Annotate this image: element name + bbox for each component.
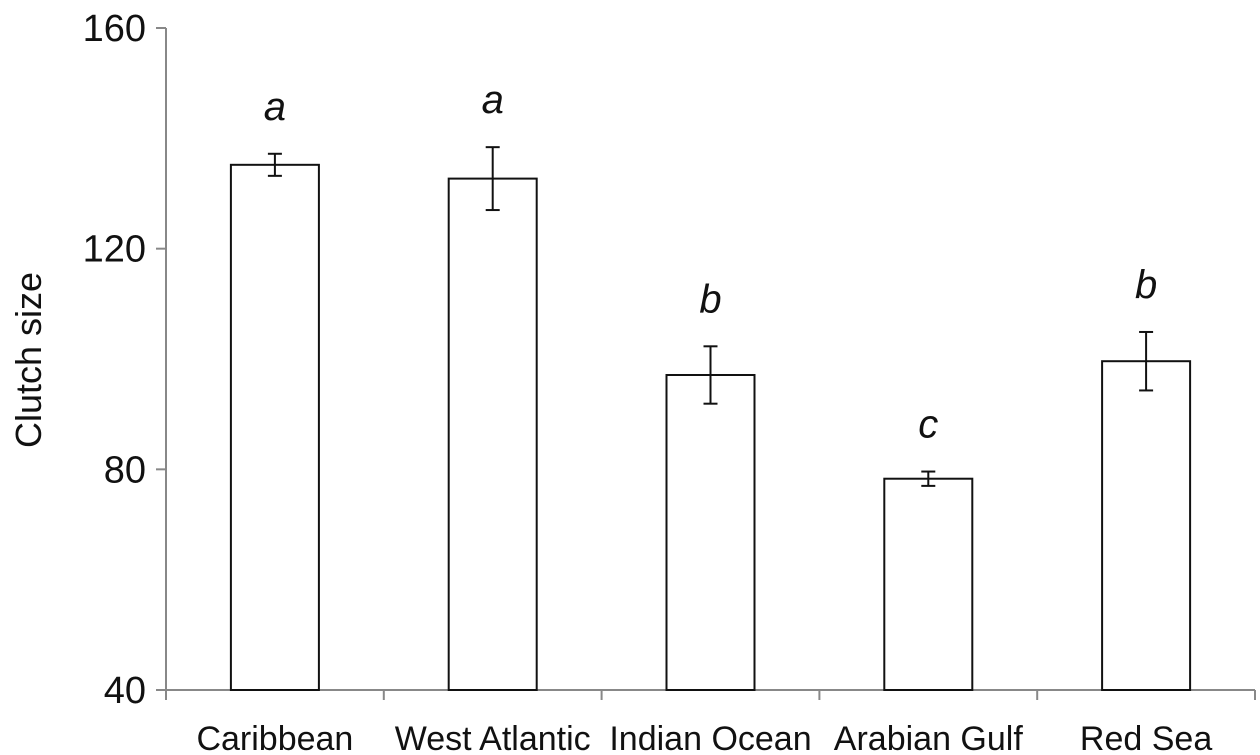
bar [883,477,974,691]
error-bar [703,345,718,405]
significance-letter: a [482,78,504,122]
y-ticks: 40 80 120 160 [83,8,166,712]
error-bar [267,152,282,177]
y-tick-label: 120 [83,229,146,271]
y-tick-label: 40 [104,670,146,712]
category-label: Arabian Gulf [834,720,1024,755]
error-bar [1139,330,1154,392]
significance-letters: a a b c b [264,78,1157,446]
y-axis-title: Clutch size [8,272,49,448]
error-bar [485,146,500,212]
category-label: Caribbean [196,720,353,755]
category-label: Red Sea [1080,720,1212,755]
significance-letter: c [918,403,938,447]
y-tick-label: 160 [83,8,146,50]
category-labels: Caribbean West Atlantic Indian Ocean Arabia… [196,720,1212,755]
bars [229,163,1192,691]
bar [447,177,538,691]
significance-letter: b [699,277,721,321]
error-bar [921,470,936,487]
significance-letter: a [264,85,286,129]
x-ticks [165,690,1256,700]
error-bars [267,146,1154,487]
bar [1101,360,1192,691]
significance-letter: b [1135,263,1157,307]
category-label: Indian Ocean [609,720,811,755]
y-tick-label: 80 [104,449,146,491]
category-label: West Atlantic [395,720,591,755]
bar [665,373,756,691]
bar [229,163,320,691]
